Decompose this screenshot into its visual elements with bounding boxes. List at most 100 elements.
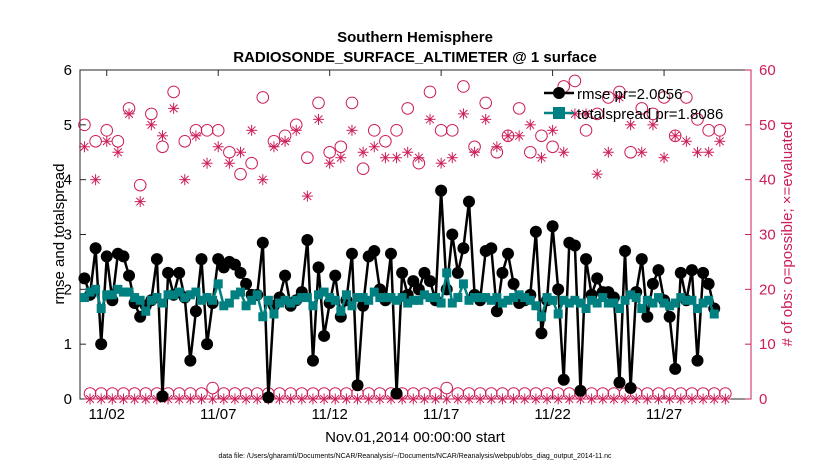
totalspread-point xyxy=(280,295,290,305)
totalspread-point xyxy=(325,293,335,303)
totalspread-point xyxy=(509,293,519,303)
y-right-tick-label: 60 xyxy=(759,62,776,79)
possible-point xyxy=(133,178,147,192)
totalspread-point xyxy=(408,295,418,305)
totalspread-point xyxy=(598,293,608,303)
right-axis-ticks: 0 10 20 30 40 50 60 xyxy=(745,62,776,408)
evaluated-point xyxy=(145,119,157,131)
totalspread-point xyxy=(397,293,407,303)
totalspread-point xyxy=(102,290,112,300)
possible-point xyxy=(668,129,682,143)
evaluated-point xyxy=(346,124,358,136)
totalspread-point xyxy=(447,298,457,308)
rmse-point xyxy=(201,338,214,351)
totalspread-point xyxy=(96,304,106,314)
evaluated-point xyxy=(301,190,313,202)
totalspread-point xyxy=(603,298,613,308)
totalspread-point xyxy=(319,287,329,297)
rmse-point xyxy=(652,264,665,277)
totalspread-point xyxy=(692,304,702,314)
totalspread-point xyxy=(548,295,558,305)
y-left-tick-label: 6 xyxy=(64,62,72,79)
possible-point xyxy=(289,118,303,132)
x-axis-ticks: 11/02 11/07 11/12 11/17 11/22 11/27 xyxy=(89,70,682,423)
totalspread-point xyxy=(592,298,602,308)
totalspread-point xyxy=(514,290,524,300)
totalspread-point xyxy=(230,290,240,300)
totalspread-point xyxy=(375,293,385,303)
rmse-point xyxy=(351,379,364,392)
x-axis-label: Nov.01,2014 00:00:00 start xyxy=(325,429,506,446)
totalspread-point xyxy=(118,287,128,297)
rmse-point xyxy=(262,391,275,404)
possible-point xyxy=(206,381,219,395)
evaluated-point xyxy=(402,146,414,158)
rmse-point xyxy=(646,277,659,290)
rmse-point xyxy=(529,225,542,238)
possible-point xyxy=(602,91,615,104)
totalspread-point xyxy=(174,287,184,297)
totalspread-point xyxy=(263,295,273,305)
totalspread-point xyxy=(369,287,379,297)
possible-point xyxy=(719,387,732,400)
possible-point xyxy=(501,129,515,143)
rmse-point xyxy=(691,354,704,367)
totalspread-point xyxy=(291,295,301,305)
totalspread-point xyxy=(481,293,491,303)
rmse-point xyxy=(150,253,163,266)
possible-point xyxy=(624,145,637,159)
possible-point xyxy=(100,124,114,137)
rmse-point xyxy=(663,310,676,323)
totalspread-point xyxy=(442,268,452,278)
totalspread-point xyxy=(492,293,502,303)
evaluated-point xyxy=(424,113,436,125)
totalspread-point xyxy=(531,301,541,311)
evaluated-point xyxy=(591,168,603,180)
rmse-point xyxy=(574,384,587,397)
possible-point xyxy=(490,145,504,159)
possible-point xyxy=(256,91,270,104)
totalspread-point xyxy=(341,290,351,300)
totalspread-point xyxy=(185,290,195,300)
totalspread-point xyxy=(581,304,591,314)
totalspread-point xyxy=(676,293,686,303)
possible-point xyxy=(423,85,437,99)
y-right-tick-label: 30 xyxy=(759,227,776,244)
y-left-tick-label: 1 xyxy=(64,336,72,353)
y-right-tick-label: 10 xyxy=(759,336,776,353)
possible-point xyxy=(195,387,208,400)
evaluated-point xyxy=(246,124,258,136)
rmse-point xyxy=(384,247,397,260)
evaluated-point xyxy=(324,157,336,169)
totalspread-point xyxy=(536,312,546,322)
y-left-tick-label: 3 xyxy=(64,227,72,244)
rmse-point xyxy=(463,195,476,208)
rmse-point xyxy=(195,253,208,266)
possible-point xyxy=(646,107,660,121)
totalspread-point xyxy=(302,293,312,303)
possible-point xyxy=(312,96,325,110)
totalspread-point xyxy=(631,293,641,303)
possible-point xyxy=(345,96,359,110)
evaluated-point xyxy=(602,146,614,158)
possible-point xyxy=(367,124,381,137)
rmse-point xyxy=(546,220,559,233)
totalspread-point xyxy=(252,290,262,300)
chart-subtitle: RADIOSONDE_SURFACE_ALTIMETER @ 1 surface xyxy=(233,49,597,66)
evaluated-point xyxy=(535,152,547,164)
totalspread-point xyxy=(152,293,162,303)
y-right-tick-label: 0 xyxy=(759,391,767,408)
totalspread-point xyxy=(202,293,212,303)
legend: rmse pr=2.0056 totalspread pr=1.8086 xyxy=(544,86,723,123)
totalspread-point xyxy=(247,295,257,305)
rmse-point xyxy=(619,244,632,257)
totalspread-point xyxy=(79,293,89,303)
totalspread-point xyxy=(208,295,218,305)
rmse-point xyxy=(502,247,515,260)
evaluated-point xyxy=(480,113,492,125)
possible-point xyxy=(111,134,125,148)
possible-point xyxy=(568,74,582,88)
rmse-point xyxy=(318,329,331,342)
